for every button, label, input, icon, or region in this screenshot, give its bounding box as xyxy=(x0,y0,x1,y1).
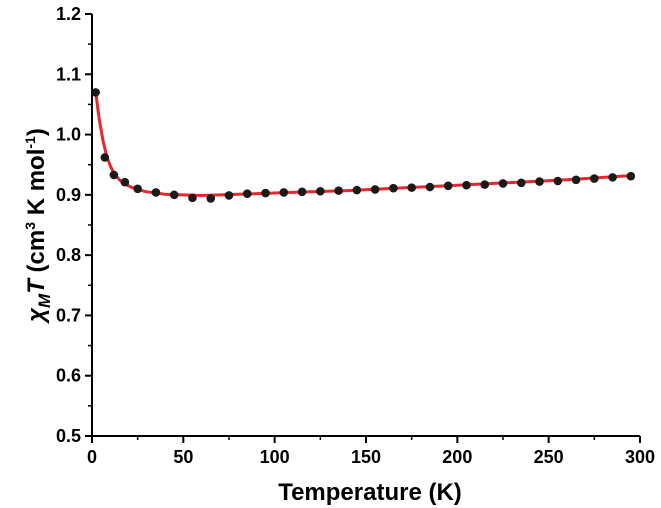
plot-frame xyxy=(91,14,640,437)
y-axis-ticks: 0.5 0.6 0.7 0.8 0.9 1.0 1.1 1.2 xyxy=(56,4,92,446)
x-tick-label: 100 xyxy=(260,447,290,467)
y-tick-label: 0.5 xyxy=(56,426,81,446)
data-point xyxy=(462,180,471,190)
y-tick-label: 0.8 xyxy=(56,245,81,265)
data-point xyxy=(608,173,617,182)
data-point xyxy=(151,188,161,197)
y-axis-title-T: T xyxy=(23,277,50,294)
data-point xyxy=(498,179,508,188)
data-point xyxy=(100,153,110,162)
data-point xyxy=(109,170,119,180)
data-point xyxy=(91,88,100,97)
data-point xyxy=(279,188,289,197)
y-tick-label: 1.1 xyxy=(56,64,81,84)
data-point xyxy=(443,181,453,191)
fit-curve xyxy=(94,92,631,197)
x-tick-label: 250 xyxy=(534,447,564,467)
data-point xyxy=(626,171,636,181)
data-point xyxy=(535,177,544,186)
data-point xyxy=(389,183,398,193)
x-tick-label: 200 xyxy=(442,447,472,467)
data-point xyxy=(242,189,252,198)
y-axis-title-units-mid: K mol xyxy=(23,149,50,222)
x-axis-title: Temperature (K) xyxy=(278,479,462,506)
data-point xyxy=(169,190,179,200)
x-axis-ticks: 0 50 100 150 200 250 300 xyxy=(87,436,655,467)
data-point xyxy=(334,186,343,195)
x-tick-label: 0 xyxy=(87,447,97,467)
y-axis-title-units-open: (cm xyxy=(23,230,50,279)
y-axis-title-sup2: -1 xyxy=(22,136,38,149)
y-axis-title-units-close: ) xyxy=(23,128,50,136)
y-axis-title-sup1: 3 xyxy=(22,222,38,230)
x-tick-label: 150 xyxy=(351,447,381,467)
x-tick-label: 50 xyxy=(173,447,193,467)
data-point xyxy=(133,184,142,194)
y-axis-title-sub: M xyxy=(35,293,54,308)
data-point xyxy=(553,176,563,186)
data-point xyxy=(407,183,416,192)
data-point xyxy=(370,185,380,194)
data-point xyxy=(261,188,270,198)
data-point xyxy=(297,187,307,197)
data-point xyxy=(480,180,490,189)
data-point xyxy=(352,185,362,195)
data-point xyxy=(224,191,234,200)
data-point xyxy=(590,174,599,183)
y-tick-label: 0.7 xyxy=(56,305,81,325)
data-point xyxy=(206,194,216,203)
data-point xyxy=(188,193,197,203)
data-point xyxy=(425,182,435,192)
data-point xyxy=(120,177,130,187)
y-axis-title-chi: χ xyxy=(23,307,50,325)
fit-line-layer xyxy=(94,92,631,197)
y-tick-label: 1.0 xyxy=(56,125,81,145)
y-axis-title: χMT (cm3 K mol-1) xyxy=(22,128,54,325)
data-point xyxy=(316,186,325,196)
y-tick-label: 0.6 xyxy=(56,366,81,386)
y-tick-label: 1.2 xyxy=(56,4,81,24)
y-tick-label: 0.9 xyxy=(56,185,81,205)
x-tick-label: 300 xyxy=(625,447,655,467)
data-points-layer xyxy=(91,88,636,203)
data-point xyxy=(571,175,581,185)
data-point xyxy=(516,178,526,188)
